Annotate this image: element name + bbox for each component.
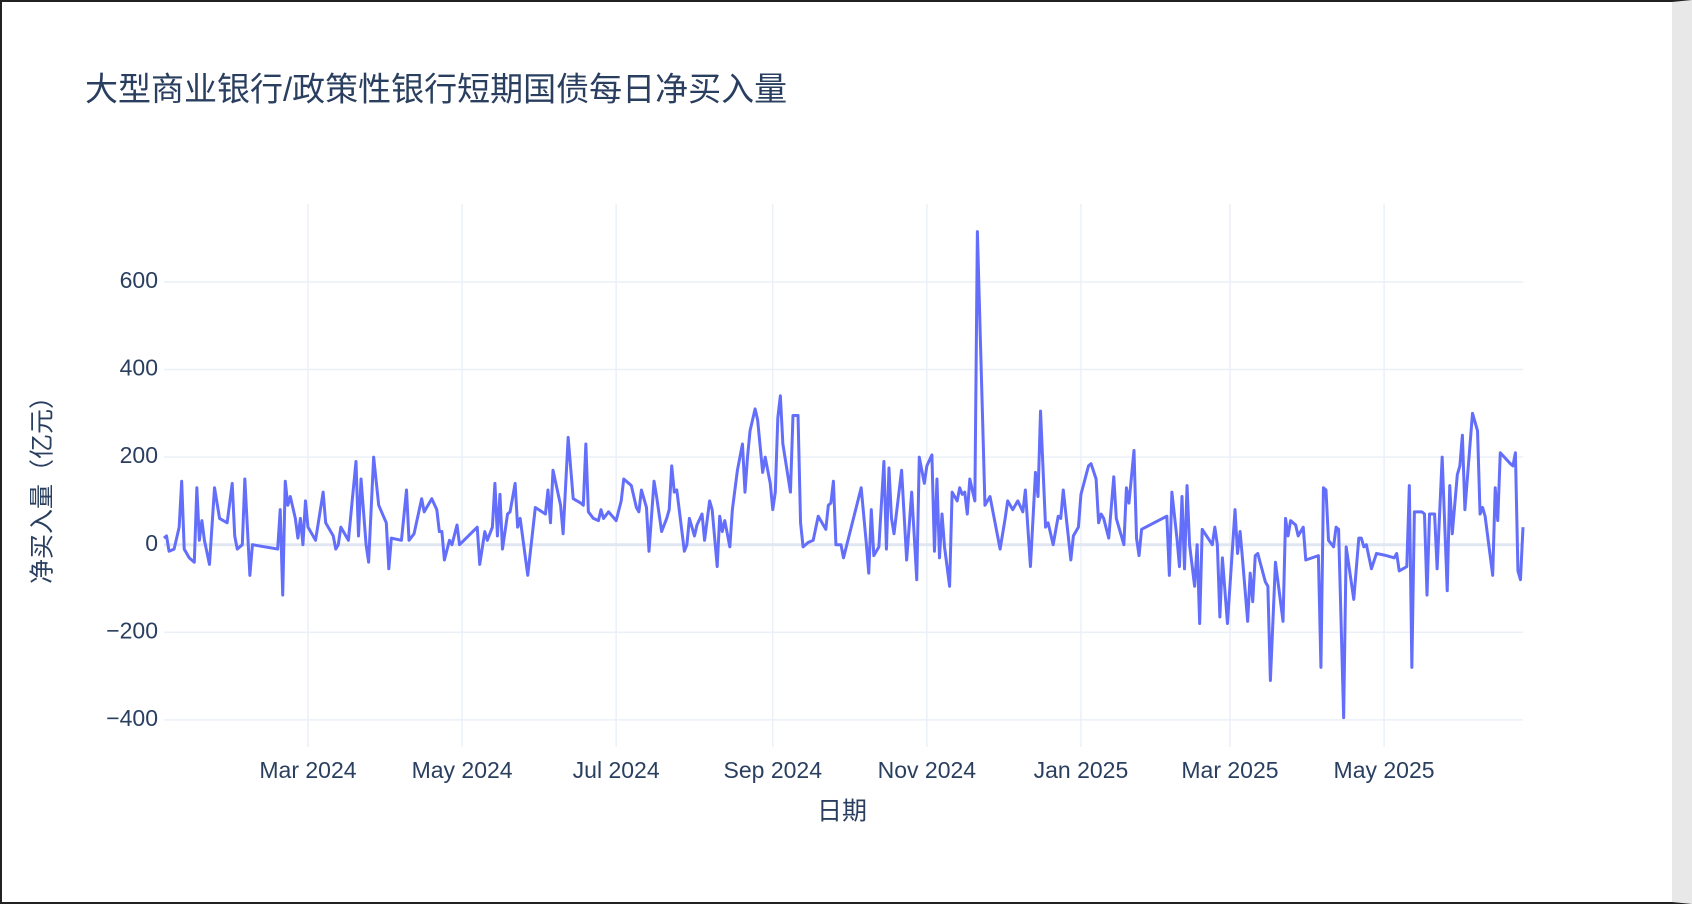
y-tick-label: 400: [120, 355, 158, 381]
x-tick-label: Sep 2024: [724, 757, 823, 783]
x-tick-label: Jul 2024: [573, 757, 660, 783]
y-tick-label: −400: [106, 705, 158, 731]
y-tick-label: −200: [106, 617, 158, 643]
y-tick-label: 600: [120, 267, 158, 293]
x-tick-label: Jan 2025: [1034, 757, 1129, 783]
y-tick-label: 200: [120, 442, 158, 468]
x-tick-label: Mar 2024: [259, 757, 356, 783]
data-line: [163, 230, 1525, 720]
x-tick-label: May 2024: [412, 757, 513, 783]
x-tick-label: Nov 2024: [878, 757, 977, 783]
y-tick-label: 0: [145, 530, 158, 556]
x-tick-label: May 2025: [1334, 757, 1435, 783]
y-axis-title: 净买入量（亿元）: [29, 384, 57, 584]
x-axis-title: 日期: [817, 798, 867, 826]
x-tick-label: Mar 2025: [1181, 757, 1278, 783]
chart-title: 大型商业银行/政策性银行短期国债每日净买入量: [85, 71, 787, 108]
